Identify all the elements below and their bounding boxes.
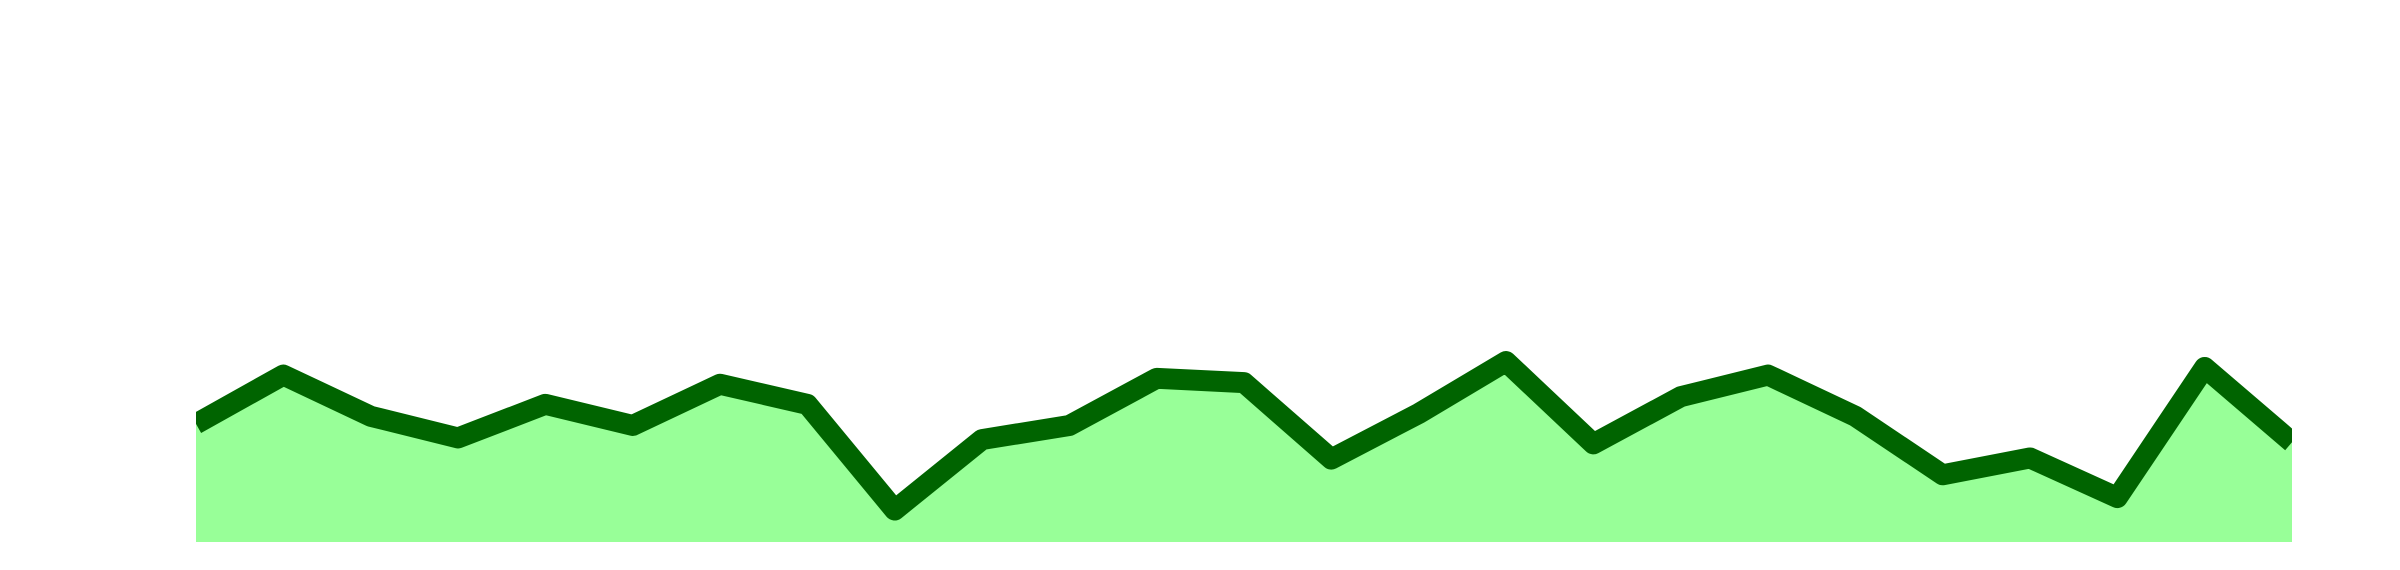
area-fill <box>196 361 2292 542</box>
plot-area <box>196 351 2292 542</box>
area-line <box>196 351 2292 521</box>
